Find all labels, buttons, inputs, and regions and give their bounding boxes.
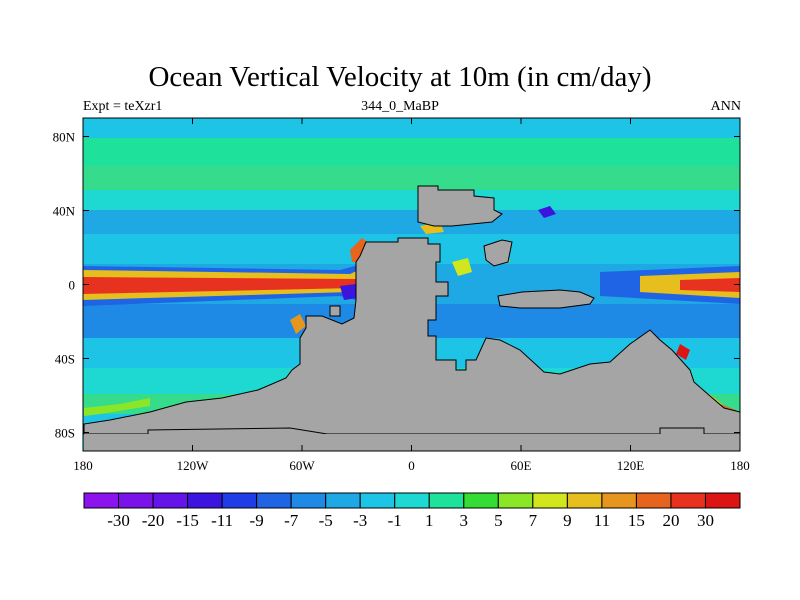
colorbar-label: 7 [529, 511, 538, 530]
downwelling-feature [340, 284, 358, 300]
colorbar-label: 1 [425, 511, 434, 530]
colorbar-label: -9 [250, 511, 264, 530]
ocean-band [83, 118, 740, 138]
land-mass-small [329, 305, 341, 317]
equatorial-band-core [680, 278, 740, 292]
colorbar-swatch [463, 492, 499, 509]
colorbar-swatch [256, 492, 292, 509]
time-period-label: 344_0_MaBP [361, 99, 439, 114]
x-tick-label: 0 [408, 458, 415, 473]
colorbar-swatch [83, 492, 120, 509]
ocean-band [83, 210, 740, 234]
colorbar-label: -20 [142, 511, 165, 530]
x-tick-label: 120W [177, 458, 210, 473]
colorbar-swatch [670, 492, 706, 509]
plot-area [83, 118, 740, 451]
colorbar-swatch [428, 492, 465, 509]
colorbar-swatch [532, 492, 568, 509]
colorbar-label: 15 [628, 511, 645, 530]
colorbar-swatch [635, 492, 672, 509]
land-mass-small [483, 239, 513, 267]
colorbar-swatch [290, 492, 327, 509]
colorbar-label: 5 [494, 511, 503, 530]
map-title: Ocean Vertical Velocity at 10m (in cm/da… [148, 61, 652, 93]
colorbar-swatch [601, 492, 637, 509]
colorbar-swatch [118, 492, 154, 509]
colorbar-swatch [566, 492, 603, 509]
downwelling-feature [538, 206, 556, 218]
ocean-band [83, 138, 740, 166]
colorbar-swatch [704, 492, 741, 509]
y-tick-label: 80S [55, 426, 75, 441]
colorbar-label: -30 [107, 511, 130, 530]
y-tick-label: 0 [69, 278, 76, 293]
colorbar-label: 20 [662, 511, 679, 530]
land-mass-main [83, 237, 740, 435]
colorbar-label: -11 [211, 511, 233, 530]
colorbar-label: 11 [594, 511, 610, 530]
upwelling-feature [676, 344, 690, 360]
colorbar-label: -3 [353, 511, 367, 530]
experiment-label: Expt = teXzr1 [83, 99, 163, 114]
land-mass-island [497, 289, 595, 309]
y-tick-label: 80N [53, 130, 76, 145]
x-tick-label: 180 [730, 458, 750, 473]
x-tick-label: 60E [511, 458, 532, 473]
upwelling-feature [452, 258, 472, 276]
land-mass-polar [84, 434, 740, 451]
colorbar-label: 9 [563, 511, 572, 530]
x-tick-label: 180 [73, 458, 93, 473]
colorbar-label: -5 [319, 511, 333, 530]
colorbar-label: -1 [388, 511, 402, 530]
colorbar-label: 30 [697, 511, 714, 530]
y-tick-label: 40N [53, 204, 76, 219]
colorbar-swatch [187, 492, 223, 509]
colorbar-swatch [152, 492, 189, 509]
axis-ticks: 180 120W 60W 0 60E 120E 180 80N 40N 0 40S 80S [53, 118, 750, 473]
season-label: ANN [710, 99, 741, 114]
colorbar-swatch [394, 492, 430, 509]
x-tick-label: 60W [289, 458, 315, 473]
ocean-band [83, 190, 740, 210]
colorbar: -30 -20 -15 -11 -9 -7 -5 -3 -1 1 3 5 7 9 11 15 20 30 [83, 492, 741, 530]
upwelling-feature [84, 398, 150, 416]
colorbar-swatch [325, 492, 361, 509]
colorbar-label: -7 [284, 511, 299, 530]
colorbar-swatch [497, 492, 534, 509]
equatorial-band-core [83, 272, 368, 294]
colorbar-swatch [221, 492, 258, 509]
colorbar-swatch [359, 492, 396, 509]
land-mass-north [417, 185, 503, 227]
colorbar-label: 3 [460, 511, 469, 530]
y-tick-label: 40S [55, 352, 75, 367]
x-tick-label: 120E [617, 458, 645, 473]
colorbar-label: -15 [176, 511, 199, 530]
ocean-band [83, 166, 740, 190]
upwelling-feature [290, 314, 306, 334]
